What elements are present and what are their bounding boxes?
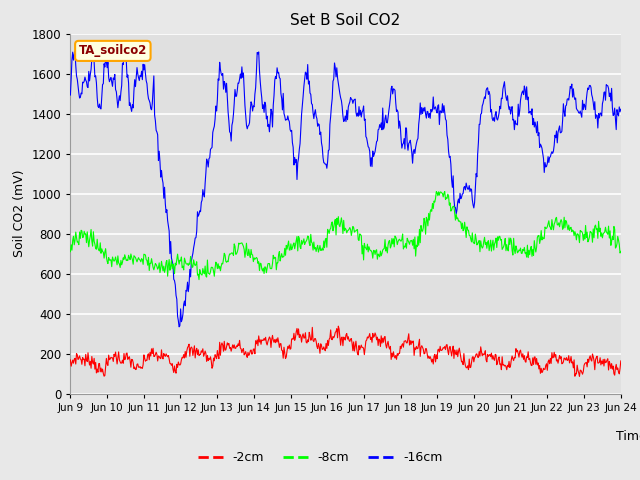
X-axis label: Time: Time xyxy=(616,430,640,443)
Y-axis label: Soil CO2 (mV): Soil CO2 (mV) xyxy=(13,170,26,257)
Text: TA_soilco2: TA_soilco2 xyxy=(79,44,147,58)
Title: Set B Soil CO2: Set B Soil CO2 xyxy=(291,13,401,28)
Legend: -2cm, -8cm, -16cm: -2cm, -8cm, -16cm xyxy=(193,446,447,469)
